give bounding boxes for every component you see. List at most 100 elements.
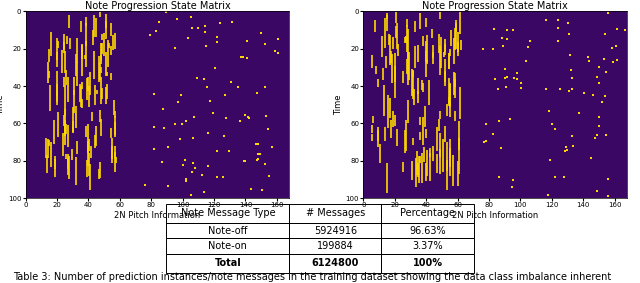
Point [154, 19, 164, 24]
Point [525, 39, 535, 44]
Y-axis label: Time: Time [334, 95, 343, 115]
Point [490, 77, 500, 82]
Text: 5924916: 5924916 [314, 226, 357, 236]
Point [611, 44, 621, 49]
Point [600, 93, 611, 98]
Point [264, 173, 274, 178]
Point [183, 36, 193, 40]
Point [478, 46, 488, 51]
Point [607, 45, 617, 50]
Point [591, 188, 602, 193]
Point [564, 31, 574, 36]
Point [199, 190, 209, 194]
Text: Note-on: Note-on [209, 241, 247, 251]
Point [595, 65, 605, 69]
Point [210, 66, 220, 70]
Point [595, 124, 605, 128]
Point [189, 114, 199, 119]
Point [564, 88, 574, 93]
Point [246, 187, 257, 191]
Point [600, 32, 610, 36]
Point [256, 31, 266, 36]
Text: Note Message Type: Note Message Type [180, 208, 275, 218]
Point [583, 55, 593, 59]
Point [602, 194, 612, 199]
Point [161, 9, 172, 14]
Point [481, 138, 491, 143]
Text: Note-off: Note-off [208, 226, 248, 236]
Point [559, 174, 569, 179]
Point [563, 21, 573, 25]
Point [574, 111, 584, 115]
Point [253, 152, 263, 156]
Point [550, 174, 561, 179]
Point [479, 140, 489, 145]
Point [579, 91, 589, 96]
Point [493, 119, 504, 124]
Point [244, 115, 254, 120]
Point [188, 135, 198, 140]
Title: Note Progression State Matrix: Note Progression State Matrix [84, 1, 230, 10]
Title: Note Progression State Matrix: Note Progression State Matrix [422, 1, 568, 10]
Point [151, 29, 161, 33]
Point [239, 158, 249, 163]
Point [497, 36, 508, 40]
Point [180, 157, 190, 162]
Point [163, 145, 173, 149]
Point [560, 149, 570, 154]
Point [488, 131, 498, 136]
Point [170, 46, 180, 50]
Point [266, 144, 276, 149]
Text: Percentage: Percentage [400, 208, 455, 218]
Point [496, 146, 506, 151]
Point [507, 185, 517, 189]
Point [188, 160, 198, 165]
Point [260, 42, 270, 46]
Text: 6124800: 6124800 [312, 258, 359, 268]
Point [170, 122, 180, 126]
Point [567, 87, 577, 91]
Text: 199884: 199884 [317, 241, 354, 251]
Point [219, 134, 229, 138]
Text: Total: Total [214, 258, 241, 268]
Point [543, 193, 553, 197]
Point [235, 119, 245, 123]
Point [253, 142, 263, 147]
Point [545, 158, 555, 162]
Point [500, 67, 511, 72]
Point [508, 28, 518, 33]
Point [145, 33, 155, 37]
Point [520, 59, 531, 63]
Point [159, 126, 169, 130]
Point [603, 176, 613, 181]
Point [586, 156, 596, 161]
Text: 100%: 100% [413, 258, 442, 268]
Point [181, 119, 191, 124]
Point [600, 70, 611, 74]
Point [236, 54, 246, 59]
Point [481, 122, 491, 127]
Point [269, 48, 280, 53]
Point [179, 163, 189, 168]
Point [252, 158, 262, 163]
Point [186, 15, 196, 19]
Point [175, 137, 186, 141]
Point [597, 100, 607, 104]
Point [598, 57, 609, 61]
Point [191, 76, 202, 81]
Point [163, 184, 173, 188]
Text: 3.37%: 3.37% [412, 241, 443, 251]
Point [567, 75, 577, 80]
Point [176, 92, 186, 97]
Point [172, 17, 182, 21]
Point [584, 59, 594, 63]
Point [200, 29, 210, 34]
Point [494, 175, 504, 180]
Point [190, 165, 200, 170]
Point [203, 164, 213, 168]
Point [255, 152, 266, 156]
X-axis label: 2N Pitch Information: 2N Pitch Information [115, 211, 201, 220]
Point [215, 21, 225, 25]
Point [594, 64, 604, 69]
Point [261, 114, 271, 118]
